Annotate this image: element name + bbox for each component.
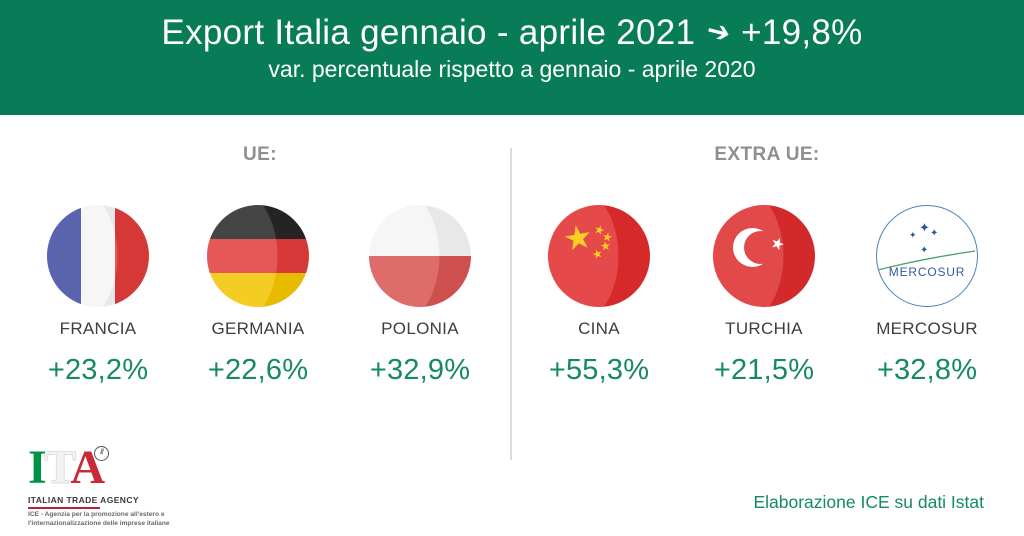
page-subtitle: var. percentuale rispetto a gennaio - ap… (268, 56, 756, 82)
country-card-cina: ★ ★ ★ ★ ★ CINA +55,3% (519, 205, 679, 387)
turkey-flag-icon: ★ (713, 205, 815, 307)
ita-agency-name: ITALIAN TRADE AGENCY (28, 495, 139, 505)
country-value: +22,6% (207, 354, 309, 386)
title-text: Export Italia gennaio - aprile 2021 (161, 13, 696, 52)
country-value: +21,5% (713, 354, 815, 386)
section-divider (510, 148, 512, 460)
total-value: +19,8% (741, 13, 863, 52)
china-flag-icon: ★ ★ ★ ★ ★ (548, 205, 650, 307)
country-name: GERMANIA (211, 319, 305, 338)
poland-flag-icon (369, 205, 471, 307)
country-name: TURCHIA (725, 319, 803, 338)
source-credit: Elaborazione ICE su dati Istat (753, 492, 984, 512)
sparkle-star-icon: ✦ (920, 245, 929, 256)
country-name: CINA (578, 319, 620, 338)
germany-flag-icon (207, 205, 309, 307)
sparkle-star-icon: ✦ (919, 220, 930, 235)
page-title: Export Italia gennaio - aprile 2021 ➔ +19,… (0, 0, 1024, 53)
mercosur-emblem-icon: ✦ ✦ ✦ ✦ MERCOSUR (876, 205, 978, 307)
horizon-line-icon (877, 250, 976, 271)
country-card-francia: FRANCIA +23,2% (18, 205, 178, 387)
sparkle-star-icon: ✦ (909, 230, 917, 240)
mercosur-emblem-text: MERCOSUR (888, 265, 966, 279)
ita-emblem-icon: /// (94, 446, 109, 461)
country-card-polonia: POLONIA +32,9% (340, 205, 500, 387)
ita-logo-letters: ITA /// (28, 444, 208, 492)
header-banner: Export Italia gennaio - aprile 2021 ➔ +19,… (0, 0, 1024, 115)
country-value: +32,8% (876, 354, 978, 386)
france-flag-icon (47, 205, 149, 307)
arrow-right-icon: ➔ (703, 13, 735, 50)
section-label-ue: UE: (243, 144, 277, 165)
country-card-germania: GERMANIA +22,6% (178, 205, 338, 387)
country-name: FRANCIA (59, 319, 137, 338)
country-name: POLONIA (381, 319, 459, 338)
sparkle-star-icon: ✦ (930, 228, 939, 239)
section-label-extra-ue: EXTRA UE: (714, 144, 820, 165)
country-value: +55,3% (548, 354, 650, 386)
country-value: +32,9% (369, 354, 471, 386)
country-card-turchia: ★ TURCHIA +21,5% (684, 205, 844, 387)
country-value: +23,2% (47, 354, 149, 386)
ita-description-line1: ICE - Agenzia per la promozione all'este… (28, 510, 165, 518)
country-card-mercosur: ✦ ✦ ✦ ✦ MERCOSUR MERCOSUR +32,8% (847, 205, 1007, 387)
country-name: MERCOSUR (876, 319, 978, 338)
ita-logo: ITA /// ITALIAN TRADE AGENCY ICE - Agenz… (28, 444, 208, 528)
ita-description-line2: l'internazionalizzazione delle imprese i… (28, 520, 170, 528)
logo-rule (28, 507, 100, 509)
